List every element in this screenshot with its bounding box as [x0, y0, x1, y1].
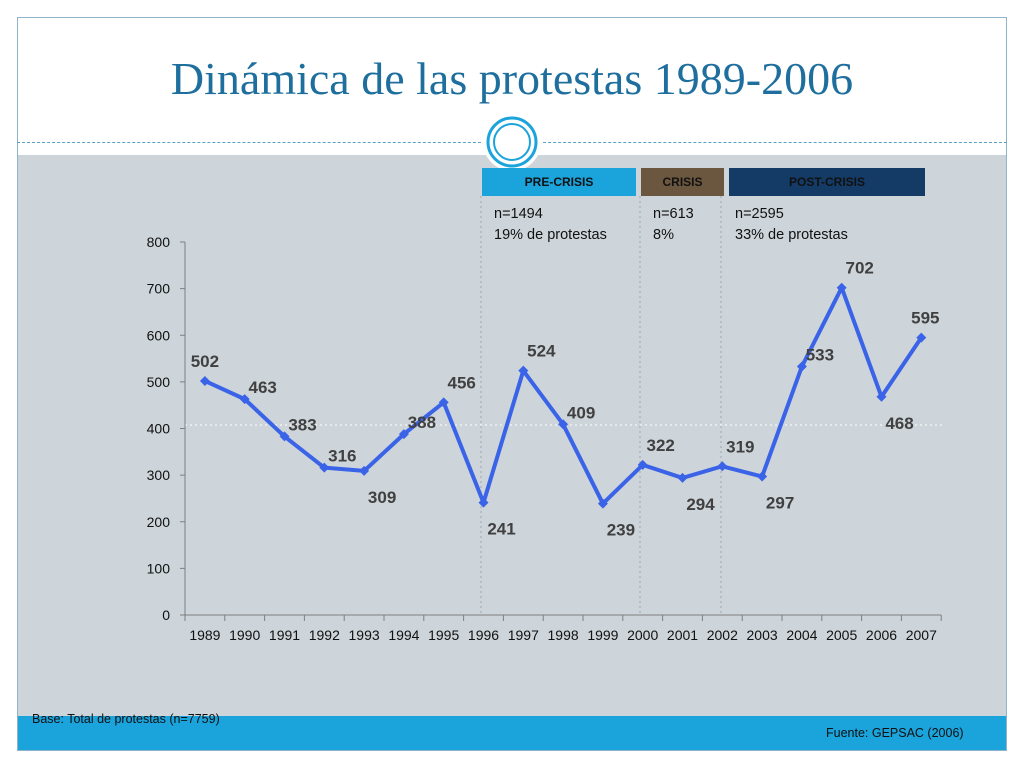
x-tick-label: 1995 [428, 627, 459, 643]
data-point [359, 465, 370, 476]
x-tick-label: 1989 [189, 627, 220, 643]
data-label: 309 [368, 488, 396, 507]
footer-bar [18, 716, 1006, 750]
x-tick-label: 2006 [866, 627, 897, 643]
y-tick-label: 0 [162, 607, 170, 623]
period-share: 8% [653, 227, 674, 243]
slide-title: Dinámica de las protestas 1989-2006 [170, 53, 854, 104]
source-note: Fuente: GEPSAC (2006) [826, 726, 964, 740]
series-line [204, 285, 923, 506]
data-point [239, 394, 250, 405]
data-point [597, 498, 608, 509]
period-n: n=1494 [494, 206, 543, 222]
x-tick-label: 2005 [826, 627, 857, 643]
x-tick-label: 2003 [747, 627, 778, 643]
data-point [796, 361, 807, 372]
data-label: 456 [448, 373, 476, 392]
data-label: 502 [191, 352, 219, 371]
x-tick-label: 2001 [667, 627, 698, 643]
slide-frame [17, 17, 1007, 751]
data-label: 463 [249, 378, 277, 397]
data-point [637, 459, 648, 470]
data-label: 388 [408, 413, 436, 432]
period-band-post-crisis: POST-CRISIS [729, 168, 925, 196]
data-label: 239 [607, 521, 635, 540]
x-tick-label: 2002 [707, 627, 738, 643]
period-n: n=613 [653, 206, 694, 222]
data-point [836, 282, 847, 293]
y-tick-label: 300 [147, 467, 171, 483]
x-tick-label: 1991 [269, 627, 300, 643]
y-tick-label: 800 [147, 234, 171, 250]
data-label: 524 [527, 342, 556, 361]
y-tick-label: 500 [147, 374, 171, 390]
data-label: 316 [328, 447, 356, 466]
data-point [279, 431, 290, 442]
data-point [478, 497, 489, 508]
period-n: n=2595 [735, 206, 784, 222]
period-band-crisis: CRISIS [641, 168, 724, 196]
data-label: 383 [288, 415, 316, 434]
data-point [398, 429, 409, 440]
x-tick-label: 1990 [229, 627, 260, 643]
data-point [757, 471, 768, 482]
data-label: 409 [567, 403, 595, 422]
data-label: 241 [487, 520, 515, 539]
period-note-pre-crisis: n=1494 19% de protestas [494, 204, 607, 246]
y-tick-label: 600 [147, 327, 171, 343]
data-label: 702 [846, 259, 874, 278]
data-label: 468 [885, 414, 913, 433]
period-share: 33% de protestas [735, 227, 848, 243]
data-point [199, 375, 210, 386]
x-tick-label: 1994 [388, 627, 419, 643]
circle-ornament-icon [483, 113, 541, 171]
period-note-crisis: n=613 8% [653, 204, 694, 246]
x-tick-label: 1996 [468, 627, 499, 643]
data-label: 294 [686, 495, 715, 514]
period-note-post-crisis: n=2595 33% de protestas [735, 204, 848, 246]
data-point [319, 462, 330, 473]
data-label: 297 [766, 494, 794, 513]
data-point [876, 391, 887, 402]
x-tick-label: 1998 [548, 627, 579, 643]
period-share: 19% de protestas [494, 227, 607, 243]
data-point [916, 332, 927, 343]
x-tick-label: 2000 [627, 627, 658, 643]
data-label: 322 [647, 436, 675, 455]
x-tick-label: 1999 [587, 627, 618, 643]
content-background [18, 155, 1006, 716]
x-tick-label: 2004 [786, 627, 817, 643]
data-label: 319 [726, 437, 754, 456]
data-point [438, 397, 449, 408]
data-point [677, 472, 688, 483]
period-band-pre-crisis: PRE-CRISIS [482, 168, 636, 196]
data-label: 595 [911, 309, 939, 328]
y-tick-label: 700 [147, 281, 171, 297]
y-tick-label: 400 [147, 421, 171, 437]
x-tick-label: 1997 [508, 627, 539, 643]
y-tick-label: 100 [147, 560, 171, 576]
base-note: Base: Total de protestas (n=7759) [32, 712, 220, 726]
data-point [717, 461, 728, 472]
y-tick-label: 200 [147, 514, 171, 530]
x-tick-label: 1993 [349, 627, 380, 643]
x-tick-label: 1992 [309, 627, 340, 643]
data-point [558, 419, 569, 430]
data-point [518, 365, 529, 376]
x-tick-label: 2007 [906, 627, 937, 643]
data-label: 533 [806, 345, 834, 364]
